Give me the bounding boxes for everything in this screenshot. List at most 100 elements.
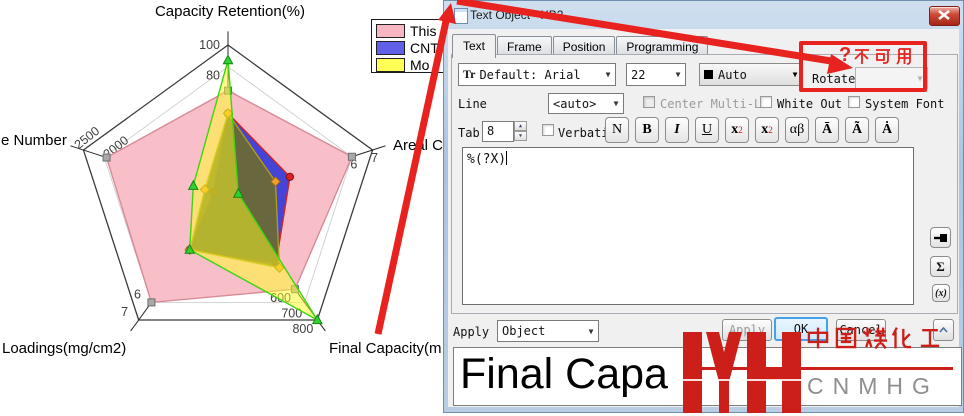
text-object-dialog: Text Object - XB2 Text Frame Position Pr… xyxy=(443,0,964,413)
spinner-up-icon[interactable]: ▲ xyxy=(514,121,527,131)
font-icon: Tr xyxy=(463,67,476,81)
text-caret xyxy=(506,151,508,165)
tab-text[interactable]: Text xyxy=(452,34,497,58)
marker-diamond xyxy=(270,176,281,187)
axis-title-capacity-retention[interactable]: Capacity Retention(%) xyxy=(154,3,306,20)
format-dot-above-button[interactable]: Ȧ xyxy=(875,117,899,143)
system-font-checkbox[interactable] xyxy=(848,96,860,108)
center-multiline-checkbox[interactable] xyxy=(643,96,655,108)
system-font-label: System Font xyxy=(865,97,945,111)
format-bold-button[interactable]: B xyxy=(635,117,659,143)
text-content-textarea[interactable]: %(?X) xyxy=(462,147,914,305)
chevron-up-icon xyxy=(939,326,948,333)
dialog-client-area: Text Frame Position Programming Tr Defau… xyxy=(448,29,962,407)
tick-label: 700 xyxy=(281,307,302,321)
axis-title-cycle-number[interactable]: e Number xyxy=(1,132,67,149)
legend-label: Mo xyxy=(410,57,430,73)
marker-square xyxy=(347,152,356,161)
color-swatch-icon xyxy=(704,70,713,79)
rotate-label: Rotate xyxy=(812,72,856,86)
format-underline-button[interactable]: U xyxy=(695,117,719,143)
fx-icon: (x) xyxy=(935,287,947,299)
tick-label: 7 xyxy=(371,151,378,165)
marker-square xyxy=(102,153,111,162)
line-label: Line xyxy=(458,97,487,111)
marker-triangle xyxy=(232,187,244,198)
legend-swatch-blue xyxy=(376,41,405,55)
chevron-down-icon: ▼ xyxy=(792,70,798,79)
insert-object-button[interactable] xyxy=(930,227,951,248)
format-normal-button[interactable]: N xyxy=(605,117,629,143)
cancel-button[interactable]: Cancel xyxy=(836,319,886,341)
legend-swatch-yellow xyxy=(376,58,405,72)
tick-label: 6 xyxy=(350,158,357,172)
format-overbar-button[interactable]: Ā xyxy=(815,117,839,143)
marker-triangle xyxy=(311,313,323,325)
marker-circle xyxy=(285,172,295,181)
font-color-value: Auto xyxy=(718,67,747,82)
radar-gridline xyxy=(103,66,353,303)
apply-target-value: Object xyxy=(502,324,546,338)
font-family-select[interactable]: Tr Default: Arial ▼ xyxy=(458,63,616,86)
tick-label: 800 xyxy=(292,322,313,336)
white-out-checkbox[interactable] xyxy=(760,96,772,108)
axis-title-areal-capacity[interactable]: Areal C xyxy=(393,137,444,154)
legend-label: This xyxy=(410,23,437,39)
line-select[interactable]: <auto> ▼ xyxy=(548,93,624,114)
chevron-down-icon: ▼ xyxy=(613,99,619,108)
apply-to-label: Apply xyxy=(453,325,490,339)
ok-button[interactable]: OK xyxy=(774,317,828,341)
apply-button[interactable]: Apply xyxy=(722,319,772,341)
line-value: <auto> xyxy=(553,96,597,111)
radar-outline xyxy=(82,44,374,321)
tab-size-label: Tab xyxy=(458,126,480,140)
spinner-down-icon[interactable]: ▼ xyxy=(514,131,527,141)
format-tilde-button[interactable]: Ã xyxy=(845,117,869,143)
tab-page: Tr Default: Arial ▼ 22 ▼ Auto ▼ Rotate ▼ xyxy=(451,54,958,314)
insert-object-icon xyxy=(934,233,947,242)
chevron-down-icon: ▼ xyxy=(675,70,681,79)
tick-label: 6 xyxy=(134,287,141,301)
format-italic-button[interactable]: I xyxy=(665,117,689,143)
axis-title-loadings[interactable]: Loadings(mg/cm2) xyxy=(2,340,127,357)
rotate-select[interactable]: ▼ xyxy=(855,67,928,89)
tab-size-stepper[interactable]: ▲ ▼ xyxy=(514,121,527,142)
radar-series-polygon xyxy=(188,60,320,322)
white-out-label: White Out xyxy=(777,97,843,111)
format-greek-button[interactable]: αβ xyxy=(785,117,809,143)
dialog-title: Text Object - XB2 xyxy=(470,8,564,22)
chevron-down-icon: ▼ xyxy=(605,70,611,79)
verbatim-label: Verbatim xyxy=(558,126,616,140)
marker-triangle xyxy=(184,243,196,254)
tick-label: 80 xyxy=(206,68,220,82)
center-multiline-label: Center Multi-Li xyxy=(660,97,769,111)
textarea-value: %(?X) xyxy=(467,152,507,167)
font-size-select[interactable]: 22 ▼ xyxy=(626,63,686,86)
sigma-button[interactable]: Σ xyxy=(930,256,951,277)
tab-size-input[interactable]: 8 xyxy=(482,121,514,142)
legend-label: CNT xyxy=(410,40,439,56)
marker-triangle xyxy=(222,54,234,65)
apply-target-select[interactable]: Object ▼ xyxy=(497,320,599,342)
font-size-value: 22 xyxy=(631,67,646,82)
marker-square xyxy=(147,298,156,307)
close-icon xyxy=(938,10,950,21)
fx-button[interactable]: (x) xyxy=(932,284,950,302)
marker-triangle xyxy=(187,179,199,190)
sigma-icon: Σ xyxy=(936,258,945,274)
tick-label: 100 xyxy=(199,38,220,52)
preview-text: Final Capa xyxy=(460,350,668,398)
chevron-down-icon: ▼ xyxy=(588,326,594,336)
collapse-button[interactable] xyxy=(933,319,954,341)
verbatim-checkbox[interactable] xyxy=(542,124,554,136)
close-button[interactable] xyxy=(929,6,960,26)
axis-title-final-capacity[interactable]: Final Capacity(m xyxy=(329,340,442,357)
font-family-value: Default: Arial xyxy=(479,67,581,82)
font-color-select[interactable]: Auto ▼ xyxy=(699,63,803,86)
legend-swatch-pink xyxy=(376,24,405,38)
text-preview-pane: Final Capa xyxy=(453,347,962,406)
